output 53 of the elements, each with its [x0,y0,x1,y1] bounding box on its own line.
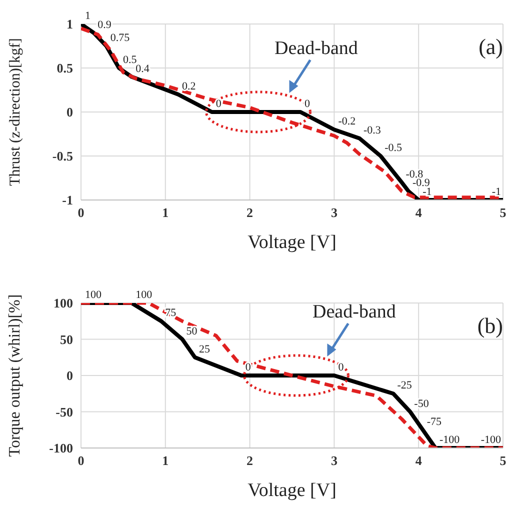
data-label: -25 [397,380,412,392]
x-tick-label: 4 [415,453,422,468]
data-label: -100 [439,434,460,446]
x-tick-label: 2 [246,205,254,220]
annotation: (b) [477,313,503,339]
x-tick-label: 2 [246,453,254,468]
x-tick-label: 4 [415,205,422,220]
x-axis-title: Voltage [V] [248,480,336,501]
data-label: -1 [422,186,432,198]
data-label: -1 [492,186,501,198]
data-label: 0 [216,98,222,110]
data-label: -0.5 [384,142,403,154]
x-tick-label: 3 [330,453,338,468]
data-label: 0.4 [136,62,150,75]
x-tick-label: 0 [78,453,84,468]
data-label: -75 [426,416,442,428]
y-tick-label: 50 [60,332,73,347]
data-label: 1 [85,10,90,22]
y-tick-label: -100 [49,440,73,456]
y-tick-label: -1 [62,192,73,208]
data-label: 0.5 [122,54,138,66]
x-axis-title: Voltage [V] [248,232,336,253]
x-tick-label: 0 [78,205,84,220]
y-tick-label: 100 [54,296,73,311]
y-tick-label: 1 [66,16,73,32]
y-axis-title: Thrust (z-direction)[kgf] [7,38,24,186]
annotation: Dead-band [312,302,396,322]
y-tick-label: -50 [56,404,73,420]
data-label: 0.9 [98,18,112,31]
data-label: -0.2 [338,116,356,128]
line-series [81,303,503,448]
data-label: 0.75 [110,32,130,44]
x-tick-label: 3 [330,205,338,220]
data-label: -100 [480,434,502,446]
y-tick-label: -0.5 [52,148,74,164]
annotation: Dead-band [274,38,358,59]
y-tick-label: 0 [66,368,73,384]
data-label: 0 [338,362,344,374]
x-tick-label: 5 [500,205,507,220]
data-label: 50 [186,325,198,338]
data-label: 100 [85,289,102,301]
y-axis-title: Torque output (whirl)[%] [6,294,24,457]
annotation: (a) [478,34,503,60]
x-tick-label: 5 [500,453,507,468]
data-label: -0.3 [364,124,382,136]
y-tick-label: 0 [66,104,73,120]
data-label: 0.2 [182,80,196,92]
data-label: 100 [136,289,153,301]
data-label: 25 [198,343,210,356]
x-tick-label: 1 [162,453,169,468]
y-tick-label: 0.5 [56,60,74,76]
data-label: -50 [414,398,430,410]
x-tick-label: 1 [162,205,169,220]
